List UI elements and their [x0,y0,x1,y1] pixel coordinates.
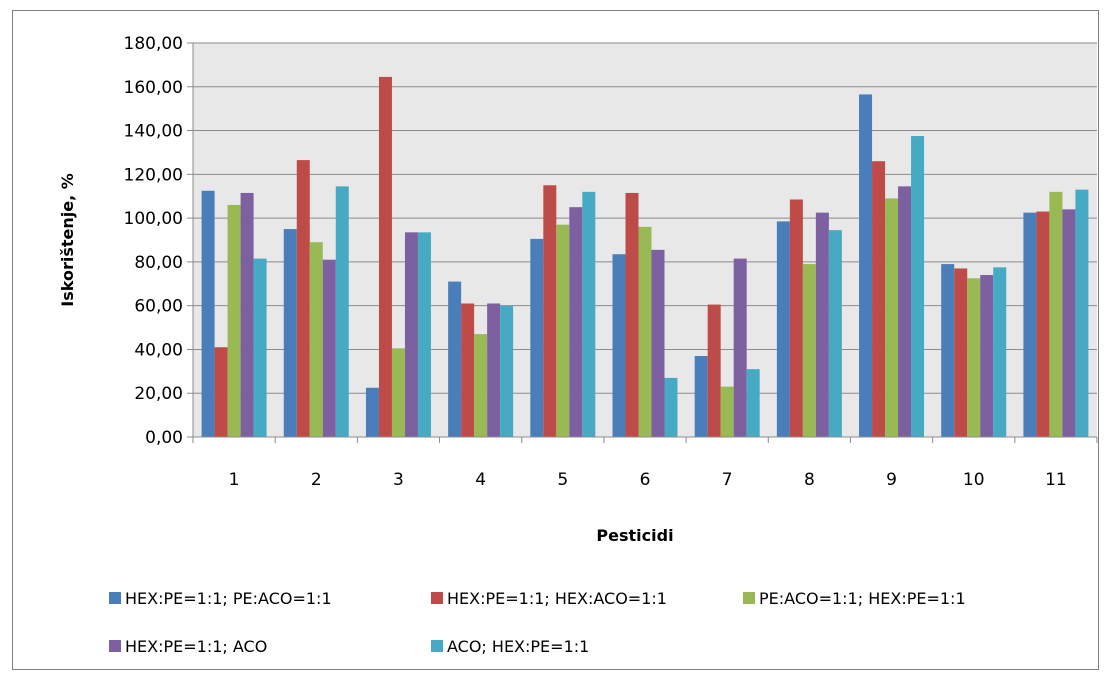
bar [240,192,254,437]
legend-swatch [743,592,755,604]
x-tick-label: 6 [640,470,651,490]
bar [625,192,639,437]
bar [322,259,336,437]
legend-item: ACO; HEX:PE=1:1 [431,637,589,656]
bar [582,191,596,437]
bar [556,224,570,437]
bar [859,94,873,437]
bar [487,303,501,437]
y-tick-label: 160,00 [124,78,183,98]
bar [707,304,721,437]
bar [802,264,816,437]
bar [967,278,981,437]
bar [789,199,803,437]
x-tick-label: 7 [722,470,733,490]
bar [283,229,297,437]
bar [417,232,431,437]
y-tick-label: 180,00 [124,34,183,54]
bar [898,186,912,437]
legend-label: PE:ACO=1:1; HEX:PE=1:1 [759,589,966,608]
bar [461,303,475,437]
y-tick-label: 120,00 [124,165,183,185]
bar [530,238,544,437]
x-tick-label: 11 [1045,470,1067,490]
x-tick-label: 5 [557,470,568,490]
bar [214,347,228,437]
bar [828,230,842,437]
y-tick-label: 100,00 [124,209,183,229]
legend-label: HEX:PE=1:1; PE:ACO=1:1 [125,589,332,608]
bar [448,281,462,437]
bar [404,232,418,437]
bar [733,258,747,437]
legend-item: PE:ACO=1:1; HEX:PE=1:1 [743,589,966,608]
legend-label: HEX:PE=1:1; HEX:ACO=1:1 [447,589,667,608]
x-tick-label: 3 [393,470,404,490]
bar [253,258,267,437]
bar [980,275,994,437]
chart-frame: 0,00 20,00 40,00 60,00 80,00 100,00 120,00 140,… [12,10,1099,670]
bar [911,136,925,437]
bar [993,267,1007,437]
bar [885,198,899,437]
x-tick-label: 2 [311,470,322,490]
y-tick-label: 40,00 [134,340,183,360]
bar [378,76,392,437]
bar [474,334,488,437]
y-tick-label: 80,00 [134,253,183,273]
bar [612,254,626,437]
x-axis-title: Pesticidi [596,526,673,545]
bar [815,212,829,437]
x-tick-label: 10 [963,470,985,490]
y-tick-label: 0,00 [145,428,183,448]
bar [1062,209,1076,437]
bar [227,204,241,437]
bar [651,249,665,437]
bar [746,369,760,437]
x-tick-label: 4 [475,470,486,490]
bar [365,387,379,437]
bar [500,305,514,437]
bar [1049,191,1063,437]
x-tick-label: 1 [229,470,240,490]
bar [694,356,708,437]
legend-swatch [431,640,443,652]
bar [1075,189,1089,437]
bar [872,161,886,437]
bar [1036,211,1050,437]
legend-swatch [109,640,121,652]
legend-item: HEX:PE=1:1; PE:ACO=1:1 [109,589,332,608]
bar [720,386,734,437]
y-tick-label: 60,00 [134,297,183,317]
bar [1023,212,1037,437]
x-tick-label: 9 [886,470,897,490]
bar [335,186,349,437]
bar [638,226,652,437]
bar [309,242,323,437]
legend-item: HEX:PE=1:1; ACO [109,637,267,656]
bar-chart: 0,00 20,00 40,00 60,00 80,00 100,00 120,00 140,… [58,34,1098,656]
y-tick-label: 140,00 [124,122,183,142]
bar [569,207,583,437]
bar [296,160,310,437]
bar [201,190,215,437]
bar [941,264,955,437]
legend-label: ACO; HEX:PE=1:1 [447,637,589,656]
x-tick-label: 8 [804,470,815,490]
bar [391,348,405,437]
legend-label: HEX:PE=1:1; ACO [125,637,267,656]
bar [664,377,678,437]
y-axis-title: Iskorištenje, % [58,173,77,306]
bar [776,221,790,437]
y-tick-label: 20,00 [134,384,183,404]
bar [954,268,968,437]
legend-swatch [431,592,443,604]
legend-swatch [109,592,121,604]
legend-item: HEX:PE=1:1; HEX:ACO=1:1 [431,589,667,608]
bar [543,185,557,437]
